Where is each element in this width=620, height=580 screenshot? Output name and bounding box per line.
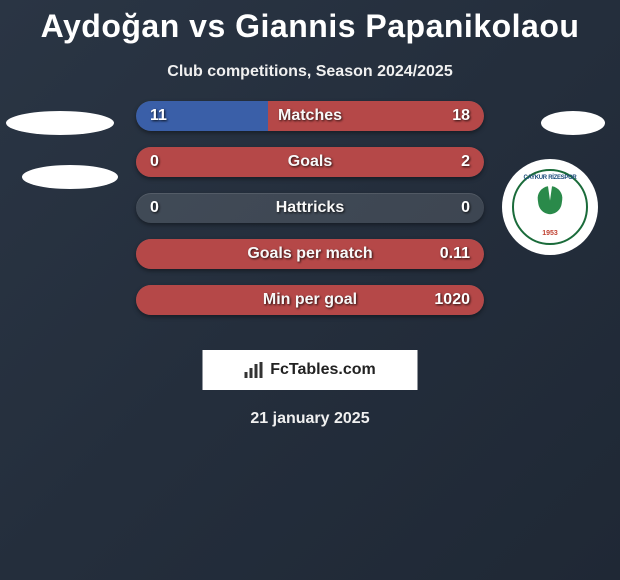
comparison-subtitle: Club competitions, Season 2024/2025 — [0, 63, 620, 81]
stat-value-right: 1020 — [434, 285, 470, 315]
club-logo-inner: ÇAYKUR RİZESPOR 1953 — [512, 169, 588, 245]
club-logo-text-top: ÇAYKUR RİZESPOR — [524, 175, 577, 181]
stat-value-right: 2 — [461, 147, 470, 177]
stat-bar: Goals0 2 — [136, 147, 484, 177]
club-logo-right: ÇAYKUR RİZESPOR 1953 — [502, 159, 598, 255]
snapshot-date: 21 january 2025 — [0, 410, 620, 428]
comparison-title: Aydoğan vs Giannis Papanikolaou — [0, 0, 620, 45]
brand-watermark: FcTables.com — [203, 350, 418, 390]
stat-bar: Goals per match0.11 — [136, 239, 484, 269]
tea-leaf-icon — [538, 187, 562, 227]
stat-label: Matches — [136, 101, 484, 131]
stat-value-right: 0.11 — [440, 239, 470, 269]
player-left-badge-2 — [22, 165, 118, 189]
stat-bars: Matches1118Goals02Hattricks00Goals per m… — [136, 101, 484, 331]
stat-bar: Matches11 18 — [136, 101, 484, 131]
stat-label: Hattricks — [136, 193, 484, 223]
brand-text: FcTables.com — [270, 361, 376, 379]
player-right-badge-1 — [541, 111, 605, 135]
stat-value-right: 18 — [452, 101, 470, 131]
club-logo-year: 1953 — [542, 230, 558, 237]
stat-value-left: 0 — [150, 193, 159, 223]
stat-value-right: 0 — [461, 193, 470, 223]
bar-chart-icon — [244, 362, 264, 378]
stat-bar: Hattricks0 0 — [136, 193, 484, 223]
stat-value-left: 11 — [150, 101, 167, 131]
stat-bar: Min per goal1020 — [136, 285, 484, 315]
stat-value-left: 0 — [150, 147, 159, 177]
stat-label: Min per goal — [136, 285, 484, 315]
player-left-badge-1 — [6, 111, 114, 135]
stat-label: Goals per match — [136, 239, 484, 269]
stat-label: Goals — [136, 147, 484, 177]
